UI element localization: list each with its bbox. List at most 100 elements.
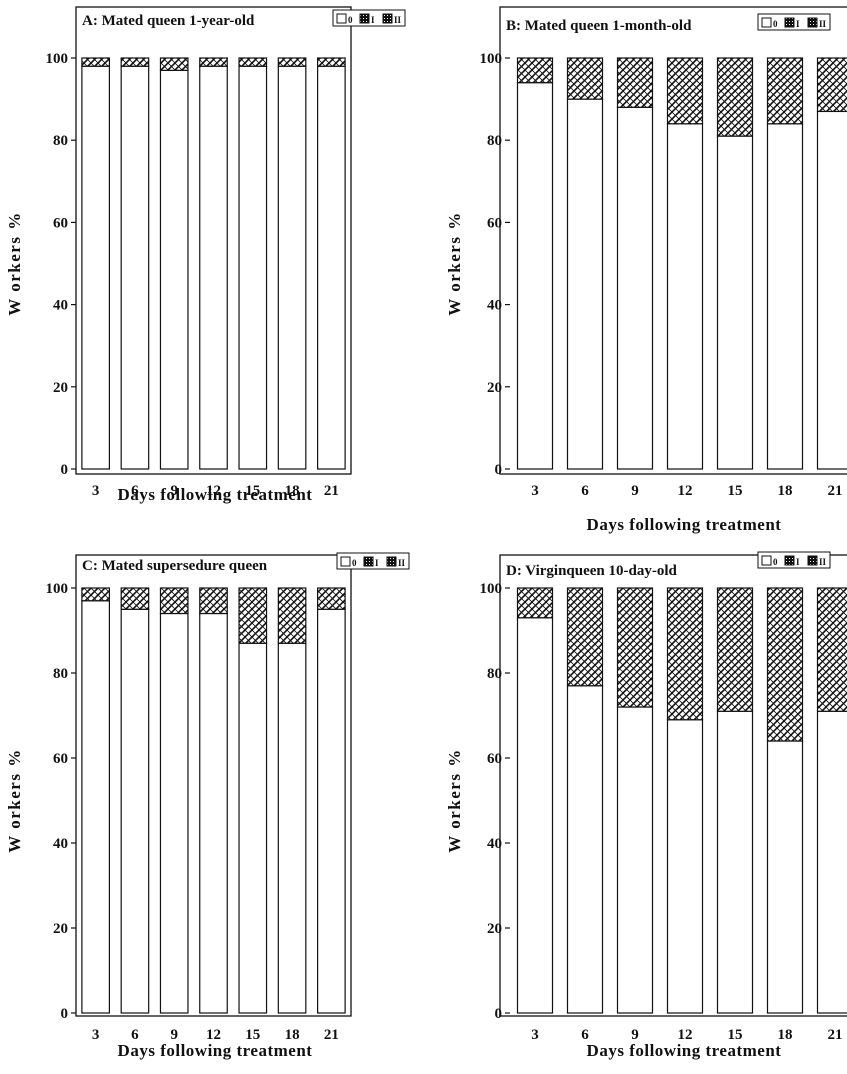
bar-I-day-6 <box>120 57 150 67</box>
legend-swatch-II <box>382 13 393 24</box>
y-tick-label: 20 <box>53 921 68 937</box>
bar-0-day-9 <box>616 706 654 1014</box>
x-axis-label: Days following treatment <box>587 1041 782 1060</box>
y-tick-label: 100 <box>480 51 503 67</box>
bar-0-day-3 <box>81 600 110 1014</box>
legend-swatch-I <box>784 17 795 28</box>
y-tick-label: 40 <box>487 298 502 314</box>
x-tick-label: 12 <box>678 1027 693 1043</box>
legend-swatch-I <box>363 556 374 567</box>
bar-I-day-15 <box>716 587 754 712</box>
y-tick-label: 40 <box>487 836 502 852</box>
y-tick-label: 0 <box>61 1006 69 1022</box>
bar-I-day-15 <box>238 57 268 67</box>
x-tick-label: 21 <box>828 1027 843 1043</box>
bar-I-day-3 <box>81 587 110 602</box>
legend-swatch-II <box>807 17 818 28</box>
y-axis-label: W orkers % <box>5 748 24 852</box>
x-tick-label: 21 <box>324 483 339 499</box>
y-tick-label: 60 <box>487 215 502 231</box>
bar-0-day-3 <box>516 82 554 470</box>
bar-0-day-15 <box>238 642 268 1014</box>
x-tick-label: 3 <box>92 1027 100 1043</box>
legend-swatch-0 <box>761 17 772 28</box>
bar-0-day-3 <box>516 617 554 1014</box>
legend: 0 I II <box>332 9 406 27</box>
bar-0-day-21 <box>317 65 346 470</box>
bar-0-day-18 <box>766 123 804 470</box>
bar-I-day-15 <box>238 587 268 644</box>
bar-I-day-12 <box>666 587 704 721</box>
y-tick-label: 100 <box>480 581 503 597</box>
y-axis-label: W orkers % <box>5 211 24 315</box>
y-tick-label: 80 <box>487 133 502 149</box>
bar-I-day-9 <box>159 57 189 71</box>
bar-I-day-21 <box>317 587 346 610</box>
y-tick-label: 60 <box>487 751 502 767</box>
x-tick-label: 18 <box>285 1027 300 1043</box>
legend: 0 I II <box>336 552 410 570</box>
y-tick-label: 0 <box>495 1006 503 1022</box>
bar-I-day-3 <box>81 57 110 67</box>
x-tick-label: 9 <box>170 1027 178 1043</box>
x-tick-label: 18 <box>285 483 300 499</box>
bar-I-day-6 <box>120 587 150 610</box>
x-tick-label: 15 <box>245 1027 260 1043</box>
y-tick-label: 80 <box>487 666 502 682</box>
x-tick-label: 3 <box>531 1027 539 1043</box>
chart-panel-c: C: Mated supersedure queen 0 I II0204060801… <box>5 552 410 1060</box>
bar-0-day-12 <box>666 719 704 1014</box>
bar-I-day-18 <box>277 57 307 67</box>
x-tick-label: 3 <box>92 483 100 499</box>
legend: 0 I II <box>757 551 831 569</box>
bar-I-day-9 <box>159 587 189 615</box>
legend-label-I: I <box>796 557 800 567</box>
y-tick-label: 100 <box>46 51 69 67</box>
legend: 0 I II <box>757 13 831 31</box>
panel-title: C: Mated supersedure queen <box>82 558 268 574</box>
x-tick-label: 12 <box>206 483 221 499</box>
x-tick-label: 9 <box>631 1027 639 1043</box>
bar-I-day-3 <box>516 57 554 84</box>
bar-I-day-21 <box>816 57 847 113</box>
legend-label-II: II <box>819 19 827 29</box>
bar-0-day-3 <box>81 65 110 470</box>
x-tick-label: 15 <box>728 1027 743 1043</box>
bar-I-day-21 <box>816 587 847 712</box>
bar-I-day-15 <box>716 57 754 137</box>
panel-title: A: Mated queen 1-year-old <box>82 13 255 29</box>
bar-I-day-12 <box>199 587 228 615</box>
legend-label-II: II <box>398 558 406 568</box>
y-tick-label: 20 <box>487 380 502 396</box>
legend-swatch-0 <box>336 13 347 24</box>
plot-frame <box>75 554 352 1017</box>
legend-label-0: 0 <box>352 558 357 568</box>
bar-I-day-18 <box>766 57 804 125</box>
bar-0-day-6 <box>566 685 604 1014</box>
x-axis-label: Days following treatment <box>587 515 782 534</box>
bar-0-day-18 <box>277 642 307 1014</box>
bar-I-day-3 <box>516 587 554 619</box>
legend-swatch-I <box>359 13 370 24</box>
bar-0-day-21 <box>816 110 847 470</box>
x-axis-label: Days following treatment <box>118 1041 313 1060</box>
plot-frame <box>499 554 847 1017</box>
x-tick-label: 6 <box>131 483 139 499</box>
y-tick-label: 80 <box>53 666 68 682</box>
y-tick-label: 40 <box>53 836 68 852</box>
bar-0-day-12 <box>199 612 228 1014</box>
bar-0-day-6 <box>566 98 604 470</box>
x-tick-label: 21 <box>324 1027 339 1043</box>
y-tick-label: 0 <box>495 462 503 478</box>
legend-label-II: II <box>394 15 402 25</box>
bar-0-day-18 <box>277 65 307 470</box>
chart-panel-a: A: Mated queen 1-year-old 0 I II02040608010… <box>5 6 406 504</box>
y-tick-label: 100 <box>46 581 69 597</box>
bar-0-day-15 <box>716 135 754 470</box>
legend-swatch-II <box>386 556 397 567</box>
bar-0-day-21 <box>317 608 346 1014</box>
bar-0-day-12 <box>666 123 704 470</box>
x-tick-label: 18 <box>778 1027 793 1043</box>
bar-I-day-6 <box>566 57 604 100</box>
